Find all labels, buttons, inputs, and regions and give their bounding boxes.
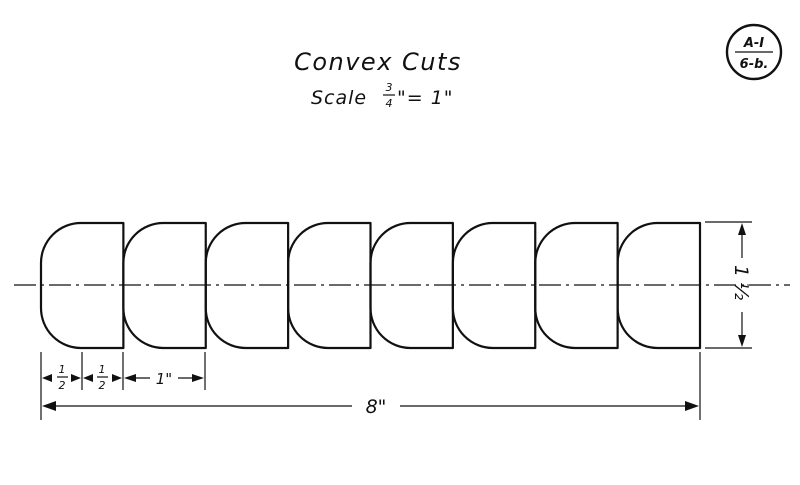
convex-cut-4 bbox=[287, 221, 372, 350]
badge-circle bbox=[725, 23, 783, 81]
scale-suffix: "= 1" bbox=[397, 87, 454, 109]
scale-prefix: Scale bbox=[311, 87, 367, 109]
total-length-label: 8" bbox=[366, 396, 387, 418]
badge-bottom: 6-b. bbox=[740, 57, 769, 72]
height-arrow-top bbox=[738, 223, 746, 235]
height-arrow-bottom bbox=[738, 335, 746, 347]
convex-cut-3 bbox=[204, 221, 290, 350]
convex-cuts bbox=[39, 221, 702, 350]
drawing-title: Convex Cuts bbox=[294, 48, 462, 76]
one-inch-label: 1" bbox=[156, 370, 172, 388]
badge-top: A-I bbox=[743, 36, 764, 51]
height-whole: 1 bbox=[730, 265, 752, 277]
half-a-denominator: 2 bbox=[59, 379, 66, 392]
height-fraction: ½ bbox=[730, 282, 752, 301]
convex-cut-5 bbox=[369, 221, 454, 350]
convex-cut-6 bbox=[451, 221, 537, 350]
scale-denominator: 4 bbox=[386, 97, 393, 110]
scale-numerator: 3 bbox=[386, 81, 393, 94]
convex-cut-2 bbox=[122, 221, 207, 350]
half-b-denominator: 2 bbox=[99, 379, 106, 392]
small-dimensions: 1 2 1 2 1" bbox=[42, 363, 204, 392]
total-length-dimension: 8" bbox=[42, 396, 699, 418]
half-b-numerator: 1 bbox=[99, 363, 106, 376]
height-dimension-label: 1 ½ bbox=[730, 265, 752, 301]
scale-label: Scale 3 4 "= 1" bbox=[311, 81, 454, 110]
convex-cut-1 bbox=[39, 221, 125, 350]
half-a-numerator: 1 bbox=[59, 363, 66, 376]
convex-cut-8 bbox=[616, 221, 702, 350]
convex-cut-7 bbox=[534, 221, 619, 350]
sheet-badge: A-I 6-b. bbox=[725, 23, 783, 81]
